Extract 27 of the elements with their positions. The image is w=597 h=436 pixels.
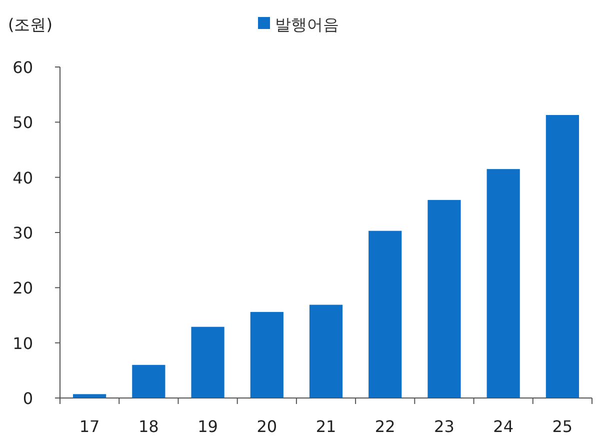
x-tick-label: 23 — [434, 417, 454, 436]
x-tick-label: 20 — [256, 417, 278, 436]
bar — [546, 114, 579, 398]
y-tick-label: 10 — [12, 334, 33, 353]
y-tick-label: 60 — [12, 58, 33, 77]
x-tick-label: 24 — [493, 417, 514, 436]
bar — [132, 364, 166, 398]
bar — [368, 230, 402, 398]
x-tick-label: 25 — [552, 417, 573, 436]
bar — [73, 394, 106, 398]
y-tick-label: 0 — [22, 389, 33, 408]
y-axis-title: (조원) — [8, 15, 52, 34]
bar — [191, 326, 224, 398]
bar — [309, 304, 343, 398]
x-tick-label: 19 — [198, 417, 218, 436]
x-tick-label: 17 — [79, 417, 100, 436]
legend-label: 발행어음 — [275, 15, 339, 34]
bar — [486, 169, 520, 398]
x-tick-label: 21 — [316, 417, 336, 436]
y-tick-label: 50 — [12, 113, 33, 132]
bar — [250, 312, 284, 398]
y-tick-label: 30 — [12, 224, 33, 242]
x-tick-label: 18 — [138, 417, 159, 436]
bar — [428, 200, 461, 398]
y-tick-label: 40 — [12, 168, 33, 188]
x-tick-label: 22 — [374, 417, 396, 436]
y-tick-label: 20 — [12, 278, 33, 298]
